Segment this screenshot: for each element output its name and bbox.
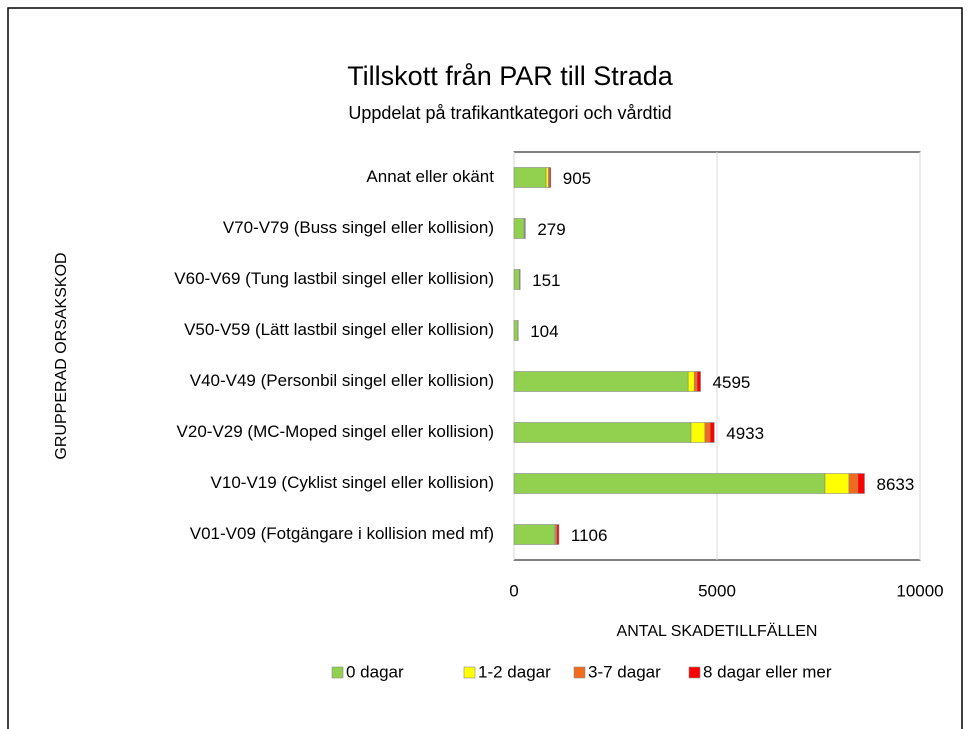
- total-label: 1106: [571, 526, 608, 545]
- y-tick-label: V10-V19 (Cyklist singel eller kollision): [211, 473, 494, 492]
- bar-segment: [848, 473, 859, 494]
- legend-swatch: [573, 666, 586, 679]
- y-axis-title: GRUPPERAD ORSAKSKOD: [53, 252, 70, 459]
- bar-segment: [513, 320, 519, 341]
- legend-label: 0 dagar: [346, 662, 404, 681]
- bar-segment: [687, 371, 695, 392]
- bar-segment: [696, 371, 701, 392]
- y-tick-label: V60-V69 (Tung lastbil singel eller kolli…: [174, 269, 494, 288]
- total-label: 4933: [726, 424, 764, 443]
- total-label: 151: [532, 271, 560, 290]
- bar-segment: [513, 422, 692, 443]
- bar-segment: [690, 422, 706, 443]
- legend-swatch: [688, 666, 701, 679]
- legend-swatch: [331, 666, 344, 679]
- total-label: 4595: [713, 373, 751, 392]
- bar-segment: [545, 167, 549, 188]
- bar-segment: [513, 269, 520, 290]
- x-tick-label: 0: [509, 581, 518, 600]
- bar-segment: [513, 524, 556, 545]
- bar-segment: [513, 167, 547, 188]
- y-tick-label: V40-V49 (Personbil singel eller kollisio…: [190, 371, 494, 390]
- legend-label: 3-7 dagar: [588, 662, 661, 681]
- bar-segment: [709, 422, 715, 443]
- bar-segment: [824, 473, 850, 494]
- bar-segment: [704, 422, 711, 443]
- y-tick-label: Annat eller okänt: [366, 167, 494, 186]
- bar-segment: [513, 371, 689, 392]
- legend-label: 8 dagar eller mer: [703, 662, 832, 681]
- bar-segment: [693, 371, 698, 392]
- chart-subtitle: Uppdelat på trafikantkategori och vårdti…: [348, 103, 671, 123]
- bar-segment: [549, 167, 552, 188]
- y-tick-label: V20-V29 (MC-Moped singel eller kollision…: [177, 422, 494, 441]
- bar-segment: [513, 218, 525, 239]
- bar-segment: [513, 473, 826, 494]
- y-tick-label: V70-V79 (Buss singel eller kollision): [223, 218, 494, 237]
- bar-segment: [556, 524, 560, 545]
- x-axis-title: ANTAL SKADETILLFÄLLEN: [617, 622, 818, 640]
- x-tick-label: 10000: [896, 581, 943, 600]
- y-tick-label: V50-V59 (Lätt lastbil singel eller kolli…: [184, 320, 494, 339]
- total-label: 8633: [876, 475, 914, 494]
- y-tick-label: V01-V09 (Fotgängare i kollision med mf): [190, 524, 494, 543]
- total-label: 905: [563, 169, 591, 188]
- x-tick-label: 5000: [698, 581, 736, 600]
- total-label: 279: [537, 220, 565, 239]
- legend-swatch: [463, 666, 476, 679]
- chart-title: Tillskott från PAR till Strada: [347, 61, 674, 91]
- total-label: 104: [530, 322, 558, 341]
- legend-label: 1-2 dagar: [478, 662, 551, 681]
- bar-segment: [857, 473, 865, 494]
